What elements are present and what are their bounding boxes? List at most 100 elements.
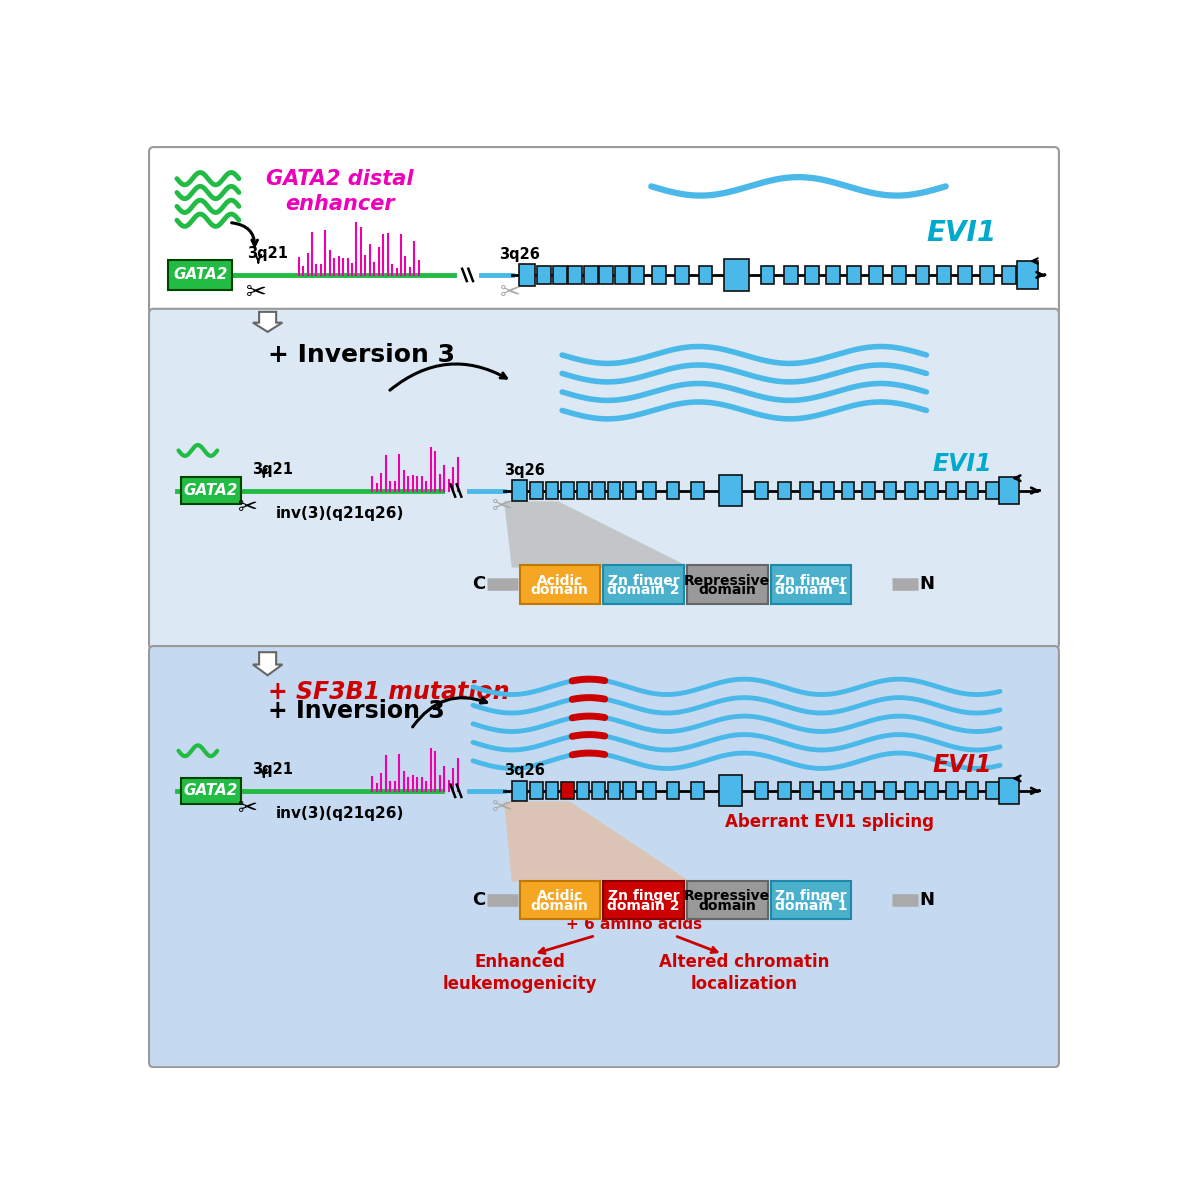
Bar (599, 265, 614, 284)
Bar (630, 265, 644, 284)
Bar (985, 482, 998, 499)
FancyBboxPatch shape (169, 260, 232, 289)
Bar (937, 265, 951, 284)
Bar (623, 782, 636, 799)
Text: + Inversion 3: + Inversion 3 (268, 700, 445, 724)
Bar (552, 265, 566, 284)
Text: GATA2: GATA2 (184, 482, 238, 498)
FancyArrow shape (253, 312, 282, 332)
Text: GATA2: GATA2 (173, 268, 228, 282)
Text: ✂: ✂ (245, 281, 267, 305)
FancyBboxPatch shape (519, 565, 601, 604)
Bar (800, 482, 813, 499)
Bar (1002, 265, 1016, 284)
Bar (537, 265, 551, 284)
Text: 3q26: 3q26 (504, 763, 545, 779)
Bar (905, 782, 918, 799)
FancyBboxPatch shape (603, 565, 683, 604)
Text: Zn finger: Zn finger (775, 889, 847, 904)
Bar (945, 482, 958, 499)
Bar (965, 782, 978, 799)
Text: 3q21: 3q21 (253, 762, 294, 776)
Bar (615, 265, 629, 284)
FancyArrow shape (253, 653, 282, 676)
Bar (577, 782, 590, 799)
Text: domain: domain (531, 899, 589, 912)
Bar (916, 265, 930, 284)
Bar (667, 782, 680, 799)
Bar (691, 482, 704, 499)
Text: ✂: ✂ (492, 796, 513, 820)
FancyBboxPatch shape (149, 646, 1058, 1067)
Bar (699, 265, 713, 284)
FancyBboxPatch shape (687, 565, 767, 604)
Bar (584, 265, 598, 284)
Bar (530, 482, 543, 499)
Bar (999, 478, 1020, 504)
Bar (755, 782, 768, 799)
Bar (861, 782, 874, 799)
Bar (562, 782, 573, 799)
Text: ✂: ✂ (492, 496, 513, 520)
Text: domain 2: domain 2 (608, 583, 680, 596)
Bar (985, 782, 998, 799)
Text: Altered chromatin
localization: Altered chromatin localization (660, 953, 830, 994)
Bar (512, 480, 527, 500)
Bar (999, 778, 1020, 804)
Polygon shape (504, 502, 690, 568)
Text: EVI1: EVI1 (933, 452, 992, 476)
Text: domain 2: domain 2 (608, 899, 680, 912)
Text: C: C (472, 576, 486, 594)
Bar (847, 265, 861, 284)
Bar (925, 782, 938, 799)
Text: N: N (919, 576, 935, 594)
Text: 3q26: 3q26 (504, 463, 545, 478)
Bar (841, 782, 854, 799)
Text: C: C (472, 892, 486, 910)
Text: domain: domain (699, 899, 756, 912)
Bar (800, 782, 813, 799)
FancyBboxPatch shape (181, 478, 241, 504)
Text: inv(3)(q21q26): inv(3)(q21q26) (275, 806, 404, 821)
Bar (719, 475, 742, 506)
Bar (826, 265, 840, 284)
Bar (979, 265, 994, 284)
Bar (958, 265, 972, 284)
Bar (1017, 262, 1037, 289)
Text: domain 1: domain 1 (774, 583, 847, 596)
Text: ✂: ✂ (238, 796, 258, 820)
Bar (512, 781, 527, 800)
FancyBboxPatch shape (519, 881, 601, 919)
Bar (925, 482, 938, 499)
Bar (725, 259, 748, 292)
Text: Repressive: Repressive (684, 889, 771, 904)
Bar (945, 782, 958, 799)
Text: Acidic: Acidic (537, 889, 583, 904)
Bar (569, 265, 582, 284)
Text: Repressive: Repressive (684, 574, 771, 588)
Bar (577, 482, 590, 499)
FancyBboxPatch shape (603, 881, 683, 919)
Text: GATA2 distal
enhancer: GATA2 distal enhancer (266, 169, 413, 214)
FancyBboxPatch shape (771, 881, 851, 919)
Bar (806, 265, 819, 284)
Bar (861, 482, 874, 499)
Bar (778, 482, 791, 499)
Bar (691, 782, 704, 799)
Bar (884, 782, 897, 799)
Text: N: N (919, 892, 935, 910)
Bar (519, 264, 536, 286)
Text: inv(3)(q21q26): inv(3)(q21q26) (275, 506, 404, 521)
Bar (545, 482, 558, 499)
Bar (653, 265, 666, 284)
Bar (868, 265, 883, 284)
FancyBboxPatch shape (687, 881, 767, 919)
Text: Aberrant EVI1 splicing: Aberrant EVI1 splicing (725, 812, 935, 830)
Polygon shape (504, 802, 690, 882)
FancyBboxPatch shape (149, 148, 1058, 314)
Bar (761, 265, 774, 284)
Text: 3q21: 3q21 (247, 246, 288, 260)
Text: Acidic: Acidic (537, 574, 583, 588)
Text: Zn finger: Zn finger (608, 889, 680, 904)
Text: Enhanced
leukemogenicity: Enhanced leukemogenicity (442, 953, 597, 994)
